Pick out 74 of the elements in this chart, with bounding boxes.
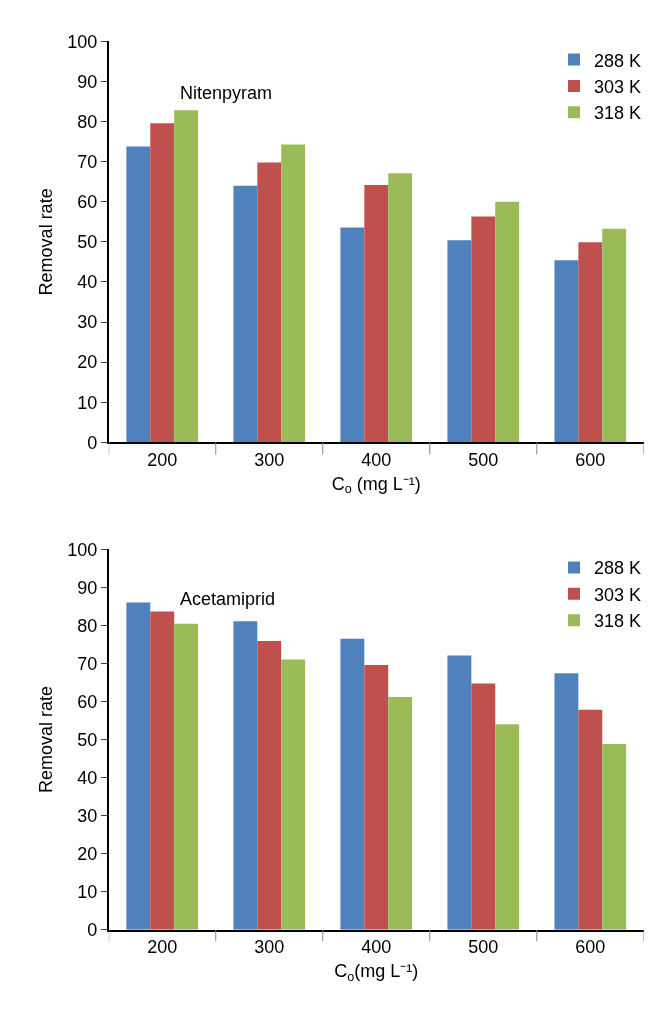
x-tick-label: 300 [254, 937, 285, 958]
bar [257, 640, 282, 930]
y-tick-label: 70 [77, 151, 98, 172]
bar [388, 173, 413, 443]
legend-label: 318 K [594, 103, 642, 124]
bar [578, 709, 603, 930]
annotation: Acetamiprid [180, 589, 276, 609]
y-tick-label: 50 [77, 729, 98, 750]
x-axis-title: C$_{o}$(mg L⁻¹) [334, 961, 419, 984]
x-tick-label: 300 [254, 449, 285, 470]
x-axis-title: C$_{o}$ (mg L⁻¹) [331, 473, 421, 497]
bar [554, 260, 579, 443]
y-tick-label: 10 [77, 392, 98, 413]
legend-label: 288 K [594, 50, 642, 71]
x-tick-label: 500 [468, 937, 499, 958]
x-tick-label: 500 [468, 449, 499, 470]
y-tick-label: 10 [77, 882, 98, 903]
annotation: Nitenpyram [180, 83, 273, 103]
bar [281, 659, 306, 930]
bar [126, 146, 151, 443]
y-tick-label: 0 [87, 432, 98, 453]
legend-label: 318 K [594, 611, 642, 632]
bar [257, 162, 282, 443]
bar [364, 184, 389, 443]
bar [447, 655, 472, 930]
legend-label: 303 K [594, 584, 642, 605]
bar [340, 638, 365, 930]
bar [174, 110, 199, 443]
y-axis-title: Removal rate [36, 188, 57, 296]
y-tick-label: 100 [67, 31, 98, 52]
x-tick-label: 200 [147, 449, 178, 470]
x-tick-label: 400 [361, 449, 392, 470]
y-tick-label: 90 [77, 577, 98, 598]
bar [578, 242, 603, 443]
y-tick-label: 70 [77, 653, 98, 674]
y-tick-label: 60 [77, 691, 98, 712]
y-tick-label: 60 [77, 192, 98, 213]
bar [602, 744, 627, 930]
bar [340, 227, 365, 443]
legend-label: 288 K [594, 558, 642, 579]
bar [471, 683, 496, 930]
y-tick-label: 100 [67, 539, 98, 560]
y-tick-label: 20 [77, 844, 98, 865]
bar [471, 216, 496, 443]
bar [150, 123, 175, 443]
x-tick-label: 400 [361, 937, 392, 958]
bar [495, 201, 520, 443]
bar [174, 623, 199, 930]
bar [447, 240, 472, 443]
bar [150, 611, 175, 930]
y-tick-label: 30 [77, 312, 98, 333]
bar [602, 228, 627, 443]
y-tick-label: 50 [77, 232, 98, 253]
y-tick-label: 80 [77, 111, 98, 132]
x-tick-label: 600 [575, 937, 606, 958]
bar [233, 185, 258, 443]
x-tick-label: 600 [575, 449, 606, 470]
bar [495, 724, 520, 930]
bar [554, 673, 579, 930]
bar [364, 664, 389, 930]
y-tick-label: 30 [77, 805, 98, 826]
y-axis-title: Removal rate [36, 685, 57, 794]
bar [233, 621, 258, 930]
y-tick-label: 80 [77, 615, 98, 636]
y-tick-label: 40 [77, 272, 98, 293]
x-tick-label: 200 [147, 937, 178, 958]
bar [281, 144, 306, 443]
y-tick-label: 0 [87, 920, 98, 941]
y-tick-label: 90 [77, 71, 98, 92]
y-tick-label: 20 [77, 352, 98, 373]
y-tick-label: 40 [77, 767, 98, 788]
bar [126, 602, 151, 930]
legend-label: 303 K [594, 76, 642, 97]
bar [388, 696, 413, 930]
